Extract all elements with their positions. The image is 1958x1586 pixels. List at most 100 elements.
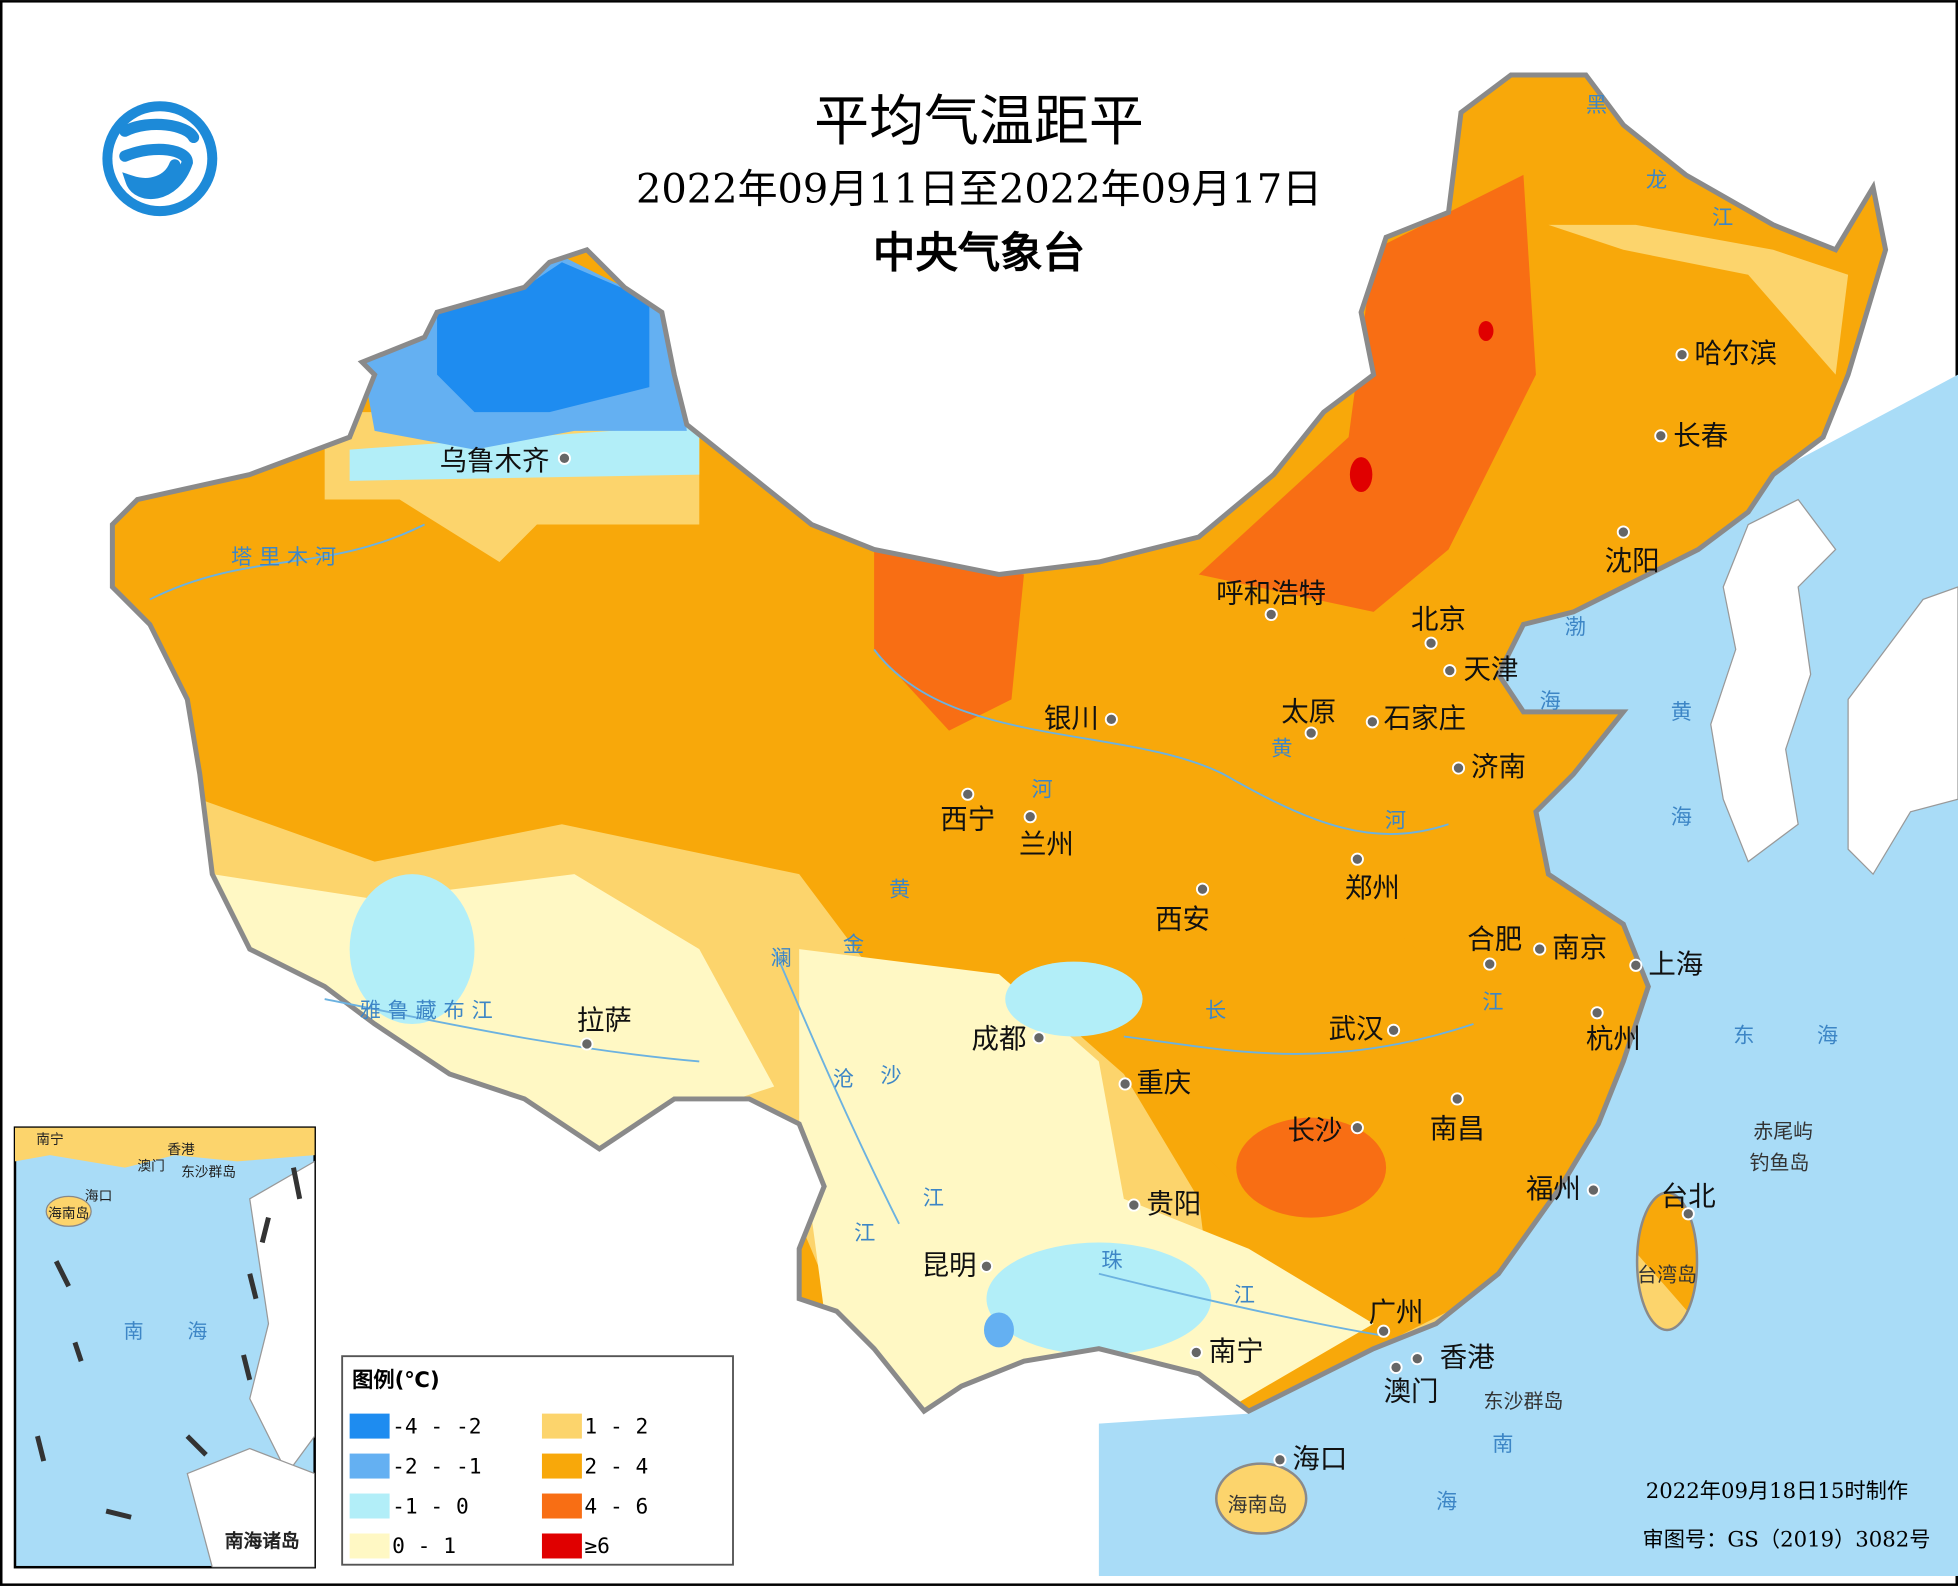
legend-label: -2 - -1 [392,1454,481,1479]
geo-label: 塔 里 木 河 [231,545,336,570]
city-dot [1533,942,1547,956]
taiwan-outline [1635,1191,1699,1332]
city-label: 沈阳 [1605,546,1660,577]
legend-swatch [541,1533,582,1559]
geo-label: 河 [1031,778,1052,803]
city-dot [1681,1207,1695,1221]
geo-label: 海 [1540,689,1561,714]
geo-label: 黄 [1271,736,1292,761]
field-zone [1349,457,1373,493]
city-label: 南京 [1552,933,1607,964]
city-dot [1350,852,1364,866]
legend-swatch [349,1413,390,1439]
geo-label: 南 [1492,1432,1513,1457]
city-dot [1023,810,1037,824]
city-label: 兰州 [1019,829,1074,860]
legend-swatch [541,1453,582,1479]
city-label: 上海 [1648,949,1703,980]
field-zone [1478,320,1494,341]
city-label: 银川 [1044,703,1099,734]
city-dot [1127,1198,1141,1212]
island-label: 海南岛 [1228,1493,1288,1517]
city-label: 海口 [1292,1444,1347,1475]
geo-label: 澜 [770,946,791,971]
legend-swatch [541,1493,582,1519]
city-label: 西安 [1155,904,1210,935]
island-label: 钓鱼岛 [1749,1150,1809,1174]
inset-label: 南 [124,1319,144,1343]
city-dot [1654,429,1668,443]
japan [1847,586,1958,876]
city-dot [1365,715,1379,729]
subtitle: 2022年09月11日至2022年09月17日 [636,166,1322,212]
island-label: 东沙群岛 [1484,1389,1564,1413]
city-dot [1483,957,1497,971]
city-dot [1616,525,1630,539]
field-zone [349,424,700,481]
field-zone [799,949,1374,1412]
city-label: 澳门 [1384,1376,1439,1407]
legend-label: ≥6 [584,1534,610,1559]
geo-label: 珠 [1101,1248,1122,1273]
geo-label: 渤 [1565,615,1586,640]
legend-label: 4 - 6 [584,1494,648,1519]
city-dot [1629,958,1643,972]
city-label: 广州 [1369,1298,1424,1329]
city-dot [1195,882,1210,896]
city-label: 香港 [1440,1343,1495,1374]
city-label: 拉萨 [577,1006,632,1037]
legend-label: -1 - 0 [392,1494,469,1519]
city-label: 乌鲁木齐 [440,446,550,477]
city-dot [1443,664,1457,678]
city-dot [1273,1453,1287,1467]
geo-label: 海 [1817,1024,1838,1049]
city-label: 天津 [1464,655,1519,686]
geo-label: 沙 [880,1063,901,1088]
field-zone [1005,961,1143,1037]
legend-label: 0 - 1 [392,1534,456,1559]
city-label: 贵阳 [1146,1189,1201,1220]
city-label: 北京 [1411,605,1466,636]
geo-label: 东 [1733,1024,1754,1049]
legend-label: -4 - -2 [392,1414,481,1439]
field-zone [1548,224,1849,375]
geo-label: 黄 [889,877,910,902]
city-label: 南宁 [1209,1336,1264,1367]
city-label: 南昌 [1430,1114,1485,1145]
geo-label: 龙 [1646,168,1667,193]
inset-title: 南海诸岛 [225,1531,300,1553]
geo-label: 河 [1385,809,1406,834]
city-dot [1586,1183,1600,1197]
geo-label: 金 [843,932,864,957]
field-zone [983,1312,1014,1348]
agency: 中央气象台 [873,230,1085,279]
city-dot [1451,761,1466,775]
legend-swatch [349,1533,390,1559]
city-dot [979,1259,994,1273]
inset-label: 海南岛 [48,1206,89,1222]
inset-label: 香港 [167,1142,195,1158]
city-dot [580,1037,594,1051]
city-label: 台北 [1661,1182,1716,1213]
city-label: 哈尔滨 [1695,339,1777,370]
city-dot [961,787,975,801]
geo-label: 江 [1234,1283,1255,1308]
field-zone [1198,174,1536,612]
legend-swatch [349,1453,390,1479]
korea [1710,498,1837,863]
legend-title: 图例(℃) [352,1368,440,1393]
geo-label: 海 [1436,1489,1457,1514]
inset-label: 海 [187,1319,207,1343]
city-dot [1304,726,1318,740]
island-label: 赤尾屿 [1753,1119,1813,1143]
legend-swatch [349,1493,390,1519]
city-dot [1389,1360,1403,1374]
city-dot [1104,712,1118,726]
geo-label: 江 [854,1221,875,1246]
city-dot [1377,1324,1391,1338]
legend: 图例(℃) -4 - -2 -2 - -1 -1 - 0 0 - 1 1 - 2 2 - … [341,1355,734,1566]
geo-label: 江 [1482,990,1503,1015]
city-label: 杭州 [1586,1024,1641,1055]
